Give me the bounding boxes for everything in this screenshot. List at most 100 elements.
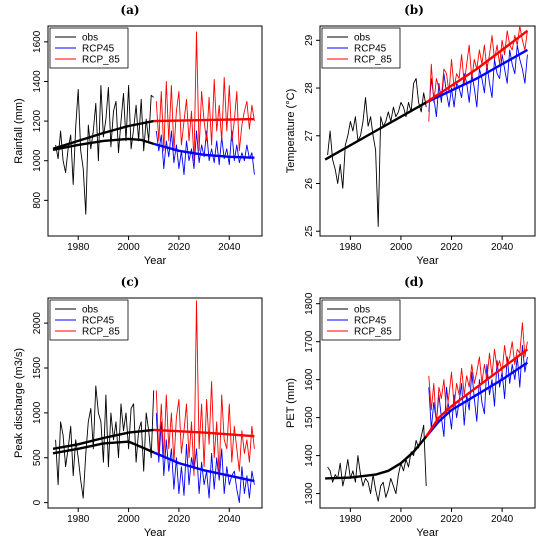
trend-line-rcp45 (153, 451, 255, 483)
x-tick-label: 2020 (440, 242, 463, 253)
legend-label-rcp45: RCP45 (354, 44, 387, 55)
x-tick-label: 2020 (168, 242, 191, 253)
series-rcp-85-trend (425, 348, 529, 438)
plot-area (325, 322, 529, 502)
y-tick-label: 1600 (304, 368, 315, 391)
y-axis-label: PET (mm) (285, 378, 297, 428)
panel-label: (d) (404, 275, 424, 289)
x-axis-label: Year (144, 255, 167, 267)
x-axis-label: Year (416, 255, 439, 267)
y-tick-label: 1300 (304, 482, 315, 505)
x-tick-label: 2000 (117, 514, 140, 525)
y-tick-label: 27 (304, 130, 315, 142)
x-tick-label: 2040 (491, 242, 514, 253)
y-tick-label: 1700 (304, 330, 315, 353)
x-tick-label: 2000 (117, 242, 140, 253)
series-obs-trend (52, 428, 154, 450)
x-tick-label: 1980 (67, 242, 90, 253)
plot-frame (319, 297, 536, 509)
panel-label: (a) (120, 3, 139, 17)
chart-panel-2: (b) 1980 2000 2020 2040 25 26 27 28 29 Year Tempera… (285, 3, 536, 267)
y-axis-label: Peak discharge (m3/s) (13, 348, 25, 458)
y-tick-label: 1800 (304, 292, 315, 315)
y-tick-label: 1200 (32, 110, 43, 133)
series-obs-line (55, 84, 154, 215)
x-axis-label: Year (144, 527, 167, 539)
chart-panel-1: (a) 1980 2000 2020 2040 800 1000 1200 1400 1600 Ye… (13, 3, 263, 267)
y-tick-label: 1000 (32, 401, 43, 424)
x-tick-label: 1980 (67, 514, 90, 525)
y-tick-label: 1500 (32, 356, 43, 379)
series-rcp45-line (428, 44, 528, 118)
legend-label-obs: obs (82, 305, 98, 316)
y-tick-label: 25 (304, 225, 315, 237)
legend-label-rcp45: RCP45 (82, 316, 115, 327)
series-rcp45-line (155, 130, 255, 176)
chart-panel-4: (d) 1980 2000 2020 2040 1300 1400 1500 1600 1700 1… (285, 275, 536, 539)
series-rcp45-trend (425, 48, 528, 104)
series-obs-line (55, 385, 155, 499)
panel-label: (b) (404, 3, 424, 17)
x-tick-label: 2000 (390, 242, 413, 253)
trend-line-obs-lower (52, 440, 155, 455)
plot-frame (47, 25, 263, 237)
x-tick-label: 2040 (218, 242, 241, 253)
series-rcp45-trend (425, 361, 529, 438)
legend-label-obs: obs (354, 33, 370, 44)
x-tick-label: 1980 (339, 242, 362, 253)
y-tick-label: 0 (32, 499, 43, 505)
legend-label-obs: obs (354, 305, 370, 316)
x-tick-label: 2040 (218, 514, 241, 525)
series-obs-trend (325, 435, 428, 480)
x-tick-label: 1980 (339, 514, 362, 525)
series-rcp-85-trend (153, 117, 255, 123)
panel-label: (c) (121, 275, 140, 289)
x-tick-label: 2020 (168, 514, 191, 525)
series-rcp-85-trend (425, 29, 529, 104)
y-tick-label: 1400 (304, 444, 315, 467)
plot-area (52, 300, 255, 504)
series-rcp-85-trend (153, 428, 255, 438)
y-tick-label: 1400 (32, 70, 43, 93)
x-axis-label: Year (416, 527, 439, 539)
y-tick-label: 1000 (32, 149, 43, 172)
legend-label-rcp_85: RCP_85 (82, 327, 120, 338)
legend-label-obs: obs (82, 33, 98, 44)
series-obs-trend (324, 101, 427, 161)
legend-label-rcp_85: RCP_85 (82, 55, 120, 66)
y-tick-label: 800 (32, 192, 43, 209)
trend-line-obs-lower (52, 137, 155, 151)
plot-frame (47, 297, 263, 509)
series-obs-line (327, 424, 427, 502)
y-axis-label: Rainfall (mm) (13, 98, 25, 163)
y-tick-label: 1600 (32, 30, 43, 53)
series-rcp-85-line (428, 322, 528, 426)
trend-line-rcp45 (153, 142, 255, 159)
plot-area (324, 26, 529, 227)
series-obs-line (327, 78, 427, 227)
series-rcp-85-line (155, 31, 255, 162)
y-tick-label: 28 (304, 82, 315, 94)
x-tick-label: 2020 (440, 514, 463, 525)
y-tick-label: 1500 (304, 406, 315, 429)
series-obs-trend (52, 119, 154, 150)
y-tick-label: 2000 (32, 312, 43, 335)
x-tick-label: 2000 (390, 514, 413, 525)
legend-label-rcp_85: RCP_85 (354, 327, 392, 338)
y-tick-label: 26 (304, 178, 315, 190)
legend-label-rcp45: RCP45 (354, 316, 387, 327)
legend-box (321, 27, 401, 69)
plot-frame (319, 25, 536, 237)
plot-area (52, 31, 255, 215)
y-tick-label: 500 (32, 449, 43, 466)
series-rcp-85-line (428, 26, 528, 122)
y-axis-label: Temperature (°C) (285, 89, 297, 173)
legend-label-rcp_85: RCP_85 (354, 55, 392, 66)
series-rcp45-line (155, 412, 255, 504)
chart-panel-3: (c) 1980 2000 2020 2040 0 500 1000 1500 2000 Year P… (13, 275, 263, 539)
